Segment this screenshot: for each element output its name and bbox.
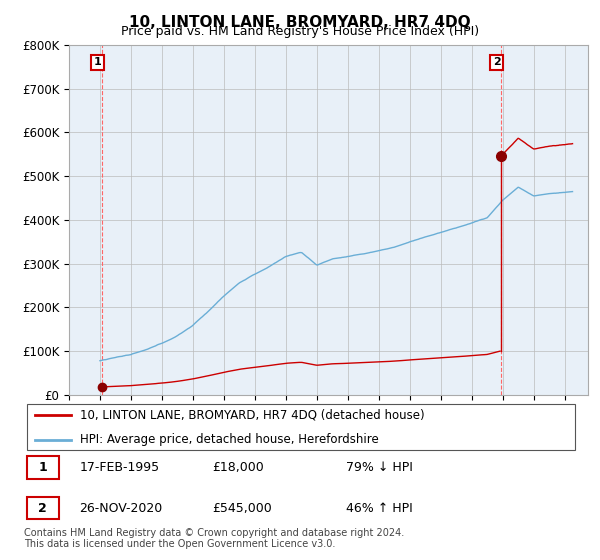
Text: 2: 2 xyxy=(38,502,47,515)
FancyBboxPatch shape xyxy=(27,404,575,450)
Text: 2: 2 xyxy=(493,57,500,67)
Text: HPI: Average price, detached house, Herefordshire: HPI: Average price, detached house, Here… xyxy=(79,433,378,446)
Text: 17-FEB-1995: 17-FEB-1995 xyxy=(79,461,160,474)
FancyBboxPatch shape xyxy=(27,497,59,520)
Text: 1: 1 xyxy=(38,461,47,474)
Text: £545,000: £545,000 xyxy=(213,502,272,515)
Text: 10, LINTON LANE, BROMYARD, HR7 4DQ: 10, LINTON LANE, BROMYARD, HR7 4DQ xyxy=(129,15,471,30)
Text: Price paid vs. HM Land Registry's House Price Index (HPI): Price paid vs. HM Land Registry's House … xyxy=(121,25,479,38)
Text: Contains HM Land Registry data © Crown copyright and database right 2024.
This d: Contains HM Land Registry data © Crown c… xyxy=(24,528,404,549)
Text: 79% ↓ HPI: 79% ↓ HPI xyxy=(346,461,413,474)
FancyBboxPatch shape xyxy=(27,456,59,479)
Text: 26-NOV-2020: 26-NOV-2020 xyxy=(79,502,163,515)
Text: 10, LINTON LANE, BROMYARD, HR7 4DQ (detached house): 10, LINTON LANE, BROMYARD, HR7 4DQ (deta… xyxy=(79,408,424,421)
Text: 46% ↑ HPI: 46% ↑ HPI xyxy=(346,502,413,515)
Text: £18,000: £18,000 xyxy=(213,461,265,474)
Text: 1: 1 xyxy=(94,57,101,67)
